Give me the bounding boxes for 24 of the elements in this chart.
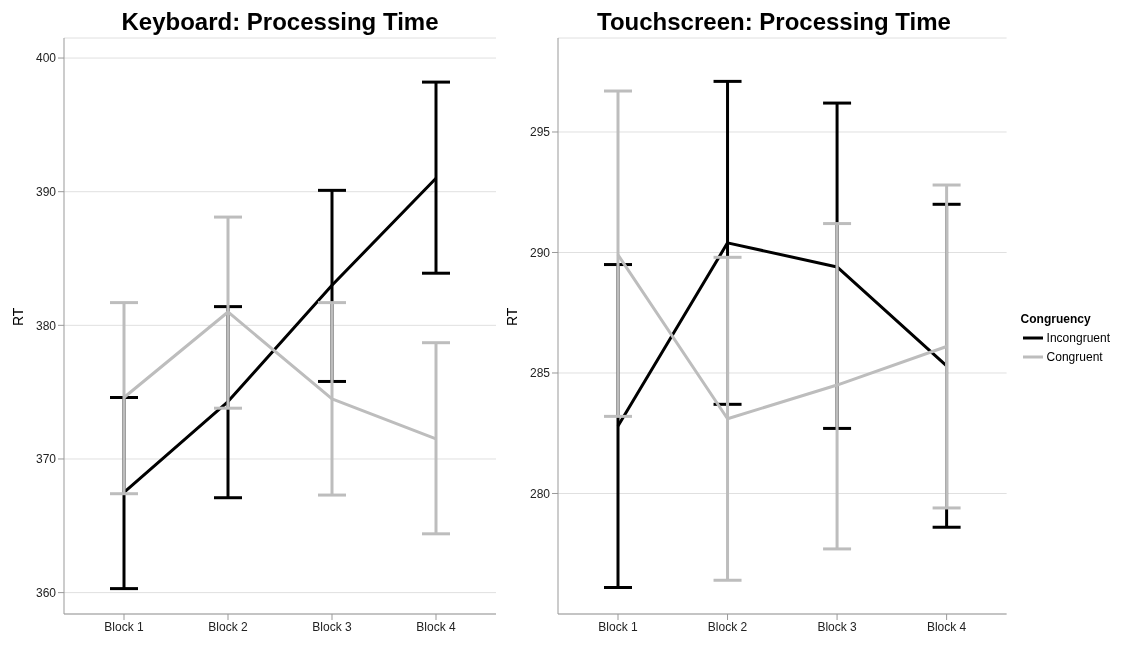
y-tick-label: 285	[529, 366, 551, 381]
x-tick-label: Block 3	[817, 619, 858, 634]
x-tick-label: Block 1	[104, 619, 144, 634]
y-tick-label: 290	[529, 245, 551, 260]
x-tick-label: Block 1	[598, 619, 638, 634]
y-tick-label: 390	[35, 184, 57, 199]
y-axis-title: RT	[9, 307, 26, 326]
x-tick-label: Block 2	[707, 619, 748, 634]
x-tick-label: Block 4	[416, 619, 456, 634]
y-tick-label: 380	[35, 318, 57, 333]
y-tick-label: 280	[529, 486, 551, 501]
y-tick-label: 370	[35, 452, 57, 467]
legend-label: Congruent	[1046, 350, 1103, 364]
legend-title: Congruency	[1020, 312, 1092, 326]
chart-title: Keyboard: Processing Time	[120, 8, 440, 36]
legend-label: Incongruent	[1046, 331, 1110, 345]
x-tick-label: Block 4	[926, 619, 967, 634]
y-tick-label: 400	[35, 51, 57, 66]
y-axis-title: RT	[503, 307, 520, 326]
chart-title: Touchscreen: Processing Time	[596, 8, 952, 36]
y-tick-label: 360	[35, 585, 57, 600]
y-tick-label: 295	[529, 125, 551, 140]
x-tick-label: Block 2	[208, 619, 248, 634]
x-tick-label: Block 3	[312, 619, 352, 634]
